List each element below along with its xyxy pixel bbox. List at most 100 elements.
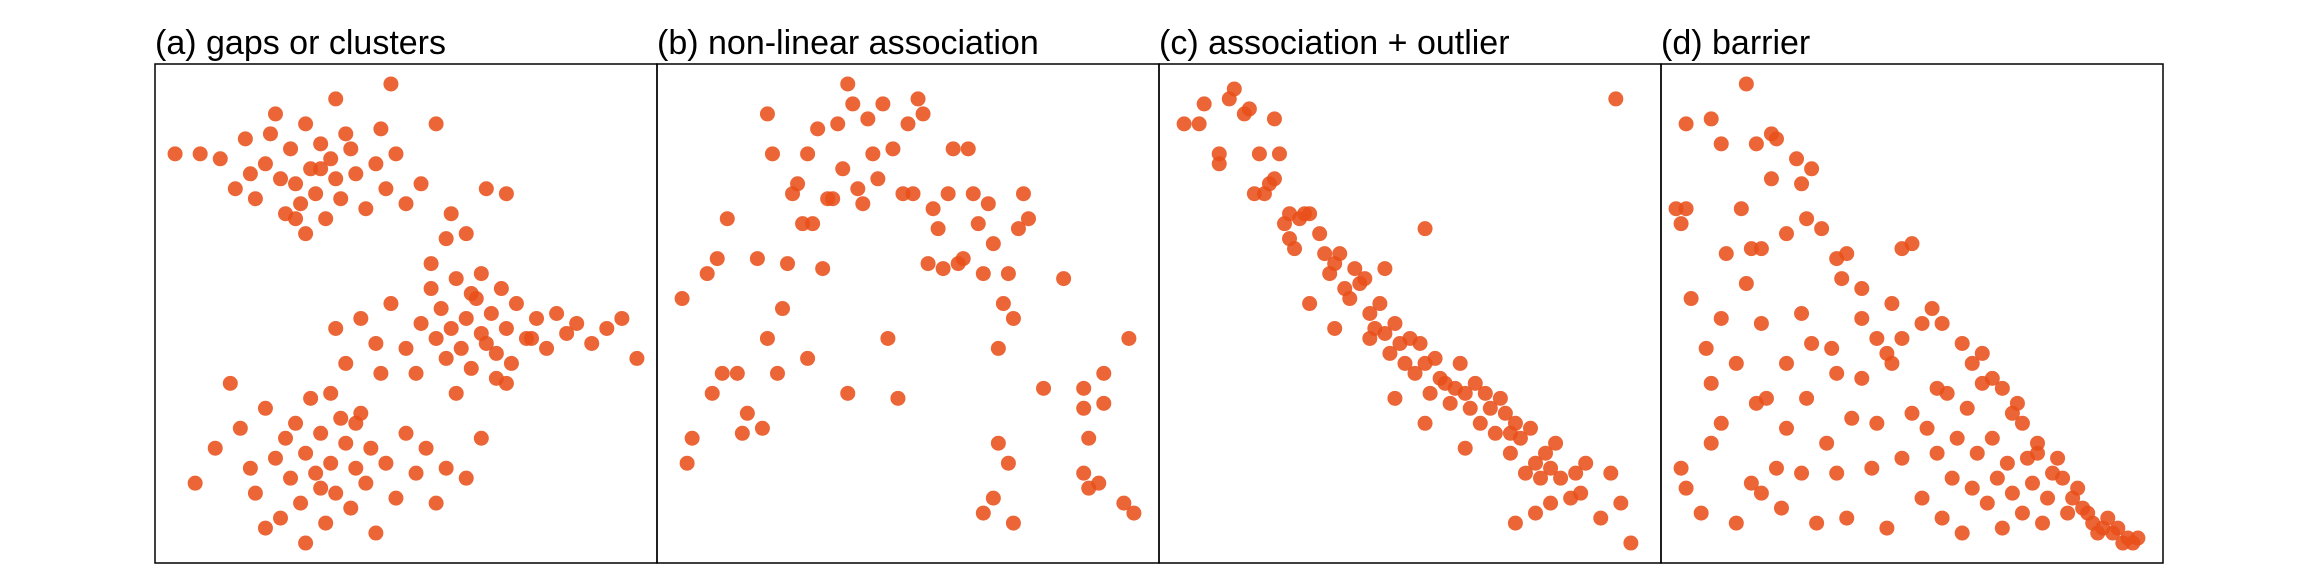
point [368, 525, 384, 541]
point [222, 375, 238, 391]
point [328, 485, 344, 501]
point [1487, 425, 1503, 441]
point [318, 515, 334, 531]
point [257, 520, 273, 536]
point [1452, 355, 1468, 371]
point [1271, 146, 1287, 162]
point [1763, 171, 1779, 187]
point [1773, 500, 1789, 516]
point [2100, 510, 2116, 526]
point [1779, 355, 1794, 371]
point [1934, 510, 1950, 526]
point [242, 166, 258, 182]
point [800, 350, 816, 366]
point [1974, 375, 1990, 391]
point [413, 315, 429, 331]
point [1427, 350, 1443, 366]
point [769, 365, 785, 381]
point [1005, 515, 1021, 531]
point [1733, 201, 1749, 217]
point [328, 91, 344, 107]
point [1904, 405, 1920, 421]
point [679, 455, 695, 471]
point [1884, 355, 1900, 371]
point [353, 310, 369, 326]
point [1738, 276, 1754, 292]
point [970, 216, 986, 232]
point [1076, 400, 1092, 416]
point [1804, 161, 1820, 177]
point [303, 390, 319, 406]
point [780, 256, 796, 272]
point [323, 385, 339, 401]
point [448, 385, 464, 401]
point [338, 126, 354, 142]
point [212, 151, 228, 167]
point [1718, 246, 1734, 262]
point [1522, 420, 1538, 436]
point [1673, 216, 1689, 232]
point [1578, 455, 1594, 471]
point [1342, 291, 1358, 307]
point [1794, 465, 1810, 481]
point [2090, 525, 2106, 541]
point [458, 310, 474, 326]
point [338, 355, 354, 371]
point [313, 136, 329, 152]
point [1412, 335, 1428, 351]
point [1081, 430, 1097, 446]
point [1954, 335, 1970, 351]
point [1964, 480, 1980, 496]
point [1387, 390, 1403, 406]
point [1989, 470, 2005, 486]
point [328, 320, 344, 336]
point [1703, 435, 1719, 451]
point [237, 131, 253, 147]
point [418, 440, 434, 456]
point [423, 256, 439, 272]
point [1794, 176, 1810, 192]
point [413, 176, 429, 192]
point [398, 196, 414, 212]
point [1894, 450, 1910, 466]
point [1397, 355, 1413, 371]
point [313, 425, 329, 441]
point [870, 171, 886, 187]
point [1799, 390, 1815, 406]
point [1407, 365, 1423, 381]
point [463, 360, 479, 376]
point [1623, 535, 1639, 551]
point [980, 196, 996, 212]
point [1116, 495, 1132, 511]
point [448, 271, 464, 287]
point [1678, 480, 1694, 496]
point [313, 161, 329, 177]
point [1211, 156, 1227, 172]
point [1266, 111, 1282, 127]
point [754, 420, 770, 436]
point [257, 156, 273, 172]
point [840, 385, 856, 401]
point [458, 470, 474, 486]
point [930, 221, 946, 237]
point [1362, 306, 1378, 321]
point [830, 116, 846, 132]
point [1879, 520, 1895, 536]
point [709, 251, 725, 267]
point [358, 201, 374, 217]
point [855, 196, 871, 212]
point [388, 146, 404, 162]
panel-title: (b) non-linear association [657, 24, 1039, 62]
point [815, 261, 831, 277]
point [840, 76, 856, 92]
point [1121, 330, 1137, 346]
point [890, 390, 906, 406]
point [629, 350, 645, 366]
point [428, 495, 444, 511]
point [2060, 505, 2076, 521]
point [529, 310, 545, 326]
point [825, 191, 841, 207]
point [288, 176, 304, 192]
point [905, 186, 921, 202]
